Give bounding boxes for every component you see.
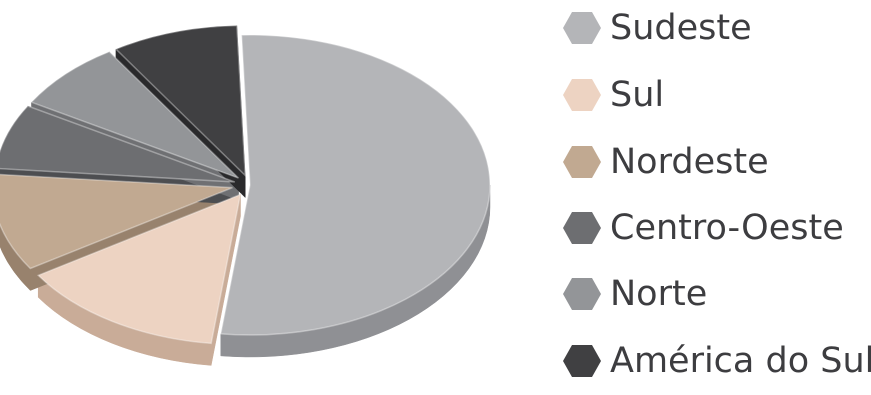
legend-item: Sul — [562, 73, 664, 117]
legend-item: Norte — [562, 272, 707, 316]
legend-swatch-hexagon-icon — [563, 79, 601, 111]
legend-label: Norte — [610, 274, 708, 314]
pie-slice-norte — [30, 50, 239, 179]
legend-item: América do Sul — [562, 339, 871, 383]
pie-slice-centro-oeste — [0, 105, 236, 183]
pie-slice-américa-do-sul — [114, 24, 247, 178]
legend-label: Sul — [610, 75, 665, 115]
legend-item: Sudeste — [562, 6, 752, 50]
legend-swatch-hexagon-icon — [563, 12, 601, 44]
legend-label: Nordeste — [610, 142, 769, 182]
legend-swatch-hexagon-icon — [563, 212, 601, 244]
legend-swatch-hexagon-icon — [563, 278, 601, 310]
legend: Sudeste Sul Nordeste Centro-Oeste Norte Améri… — [562, 0, 871, 391]
legend-item: Centro-Oeste — [562, 206, 844, 250]
legend-swatch-hexagon-icon — [563, 146, 601, 178]
legend-item: Nordeste — [562, 140, 769, 184]
pie-slice-nordeste — [0, 173, 233, 270]
legend-label: Sudeste — [610, 8, 752, 48]
pie-chart — [0, 24, 491, 366]
pie-slice-sul — [36, 193, 242, 345]
pie-slice-sudeste — [219, 34, 491, 336]
legend-label: América do Sul — [610, 341, 871, 381]
legend-swatch-hexagon-icon — [563, 345, 601, 377]
pie-chart-svg — [0, 24, 491, 366]
legend-label: Centro-Oeste — [610, 208, 844, 248]
